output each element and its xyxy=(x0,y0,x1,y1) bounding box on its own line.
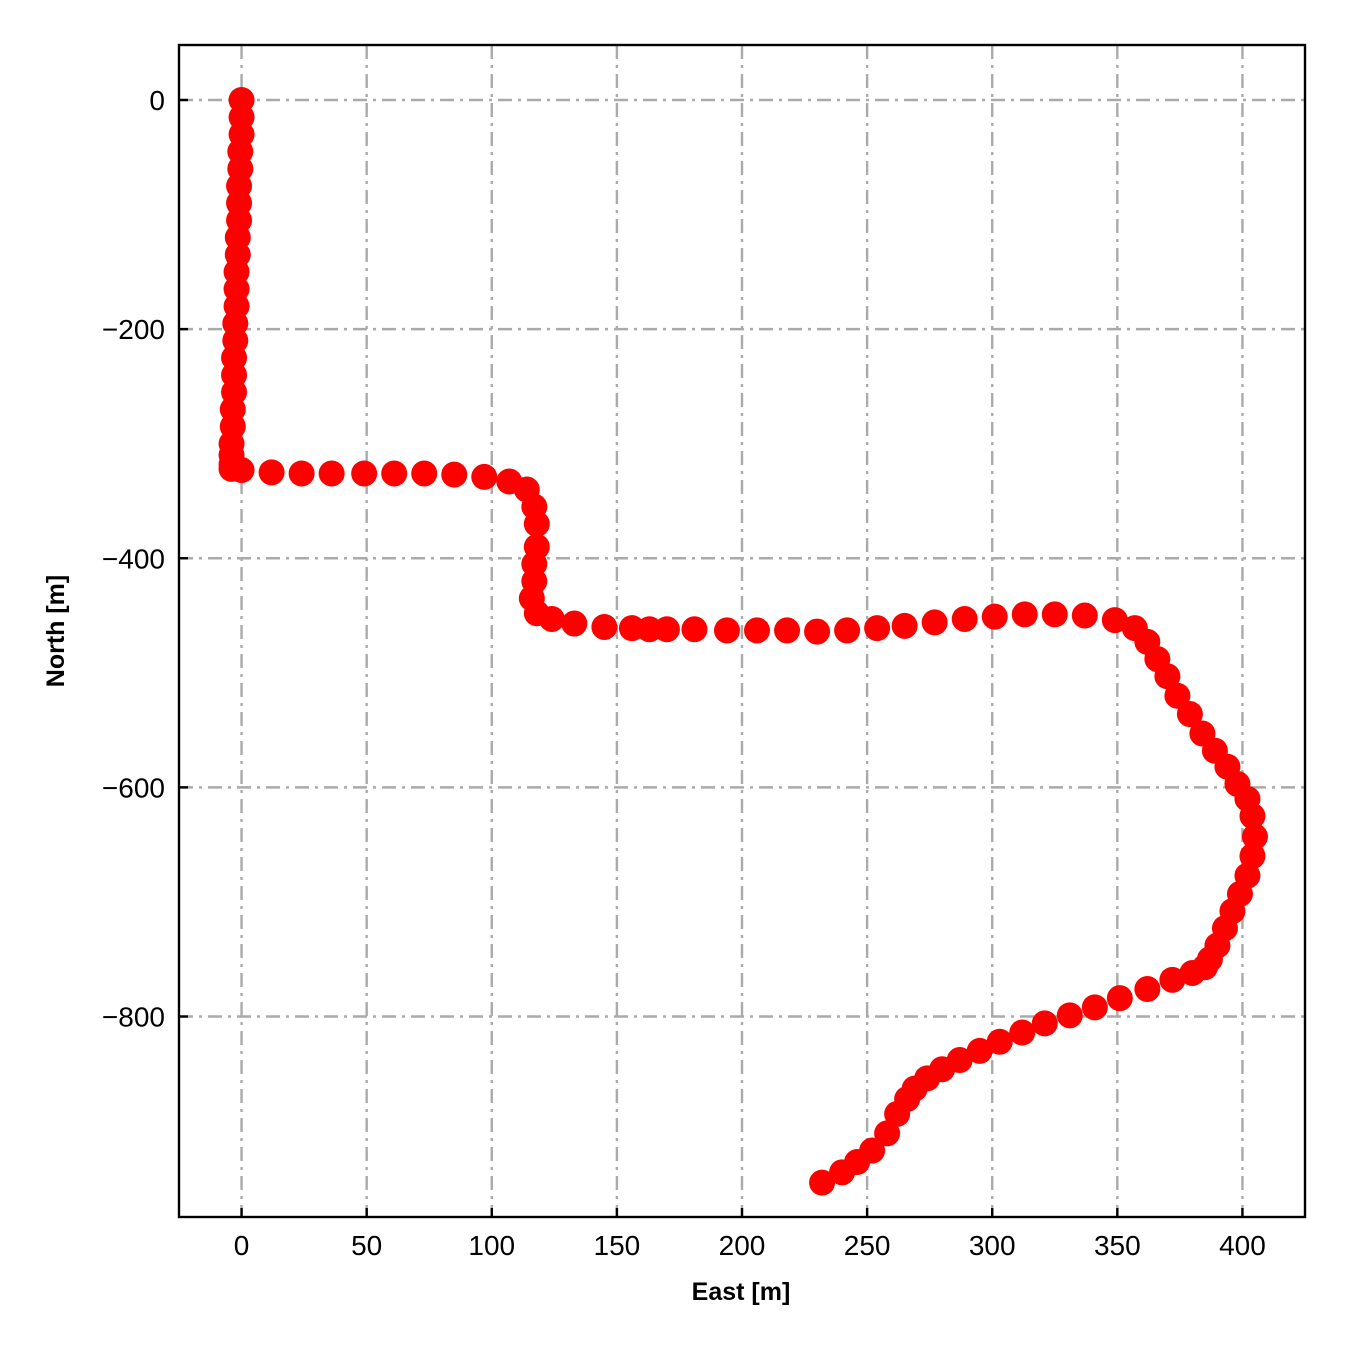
track-point xyxy=(591,613,618,640)
track-point xyxy=(986,1028,1013,1055)
y-tick-label: −200 xyxy=(102,314,165,345)
track-point xyxy=(258,459,285,486)
track-point xyxy=(561,610,588,637)
track-point xyxy=(1106,985,1133,1012)
axis-ticks xyxy=(179,98,1244,1217)
x-tick-label: 100 xyxy=(468,1230,515,1261)
track-point xyxy=(829,1159,856,1186)
x-tick-labels: 0 50 100 150 200 250 300 350 400 xyxy=(234,1230,1266,1261)
y-tick-label: 0 xyxy=(149,85,165,116)
x-axis-label: East [m] xyxy=(692,1278,791,1306)
track-point xyxy=(1081,994,1108,1021)
x-tick-label: 300 xyxy=(969,1230,1016,1261)
x-tick-label: 50 xyxy=(351,1230,382,1261)
y-tick-label: −400 xyxy=(102,543,165,574)
track-point xyxy=(966,1037,993,1064)
y-tick-label: −800 xyxy=(102,1002,165,1033)
y-tick-label: −600 xyxy=(102,772,165,803)
track-point xyxy=(1056,1002,1083,1029)
track-point xyxy=(804,618,831,645)
x-tick-label: 200 xyxy=(719,1230,766,1261)
track-point xyxy=(744,617,771,644)
track-point xyxy=(288,460,315,487)
track-point xyxy=(538,605,565,632)
track-point xyxy=(653,616,680,643)
x-tick-label: 250 xyxy=(844,1230,891,1261)
track-point xyxy=(1134,976,1161,1003)
track-point xyxy=(1179,959,1206,986)
y-axis-label: North [m] xyxy=(42,575,70,687)
track-point xyxy=(1239,803,1266,830)
x-tick-label: 400 xyxy=(1219,1230,1266,1261)
x-tick-label: 150 xyxy=(594,1230,641,1261)
track-point xyxy=(318,460,345,487)
track-point xyxy=(713,617,740,644)
track-point xyxy=(864,615,891,642)
track-point xyxy=(1239,843,1266,870)
track-point xyxy=(874,1120,901,1147)
x-tick-label: 0 xyxy=(234,1230,250,1261)
track-point xyxy=(228,457,255,484)
y-tick-labels: 0 −200 −400 −600 −800 xyxy=(102,85,165,1033)
track-point xyxy=(381,460,408,487)
track-point xyxy=(809,1169,836,1196)
track-point xyxy=(1009,1019,1036,1046)
track-point xyxy=(891,612,918,639)
track-point xyxy=(1164,682,1191,709)
track-point xyxy=(1154,663,1181,690)
track-point xyxy=(834,617,861,644)
track-point xyxy=(681,616,708,643)
track-point xyxy=(1176,701,1203,728)
track-point xyxy=(884,1100,911,1127)
track-point xyxy=(523,510,550,537)
track-point xyxy=(471,463,498,490)
track-point xyxy=(351,460,378,487)
track-point xyxy=(951,605,978,632)
track-point xyxy=(1071,602,1098,629)
track-point xyxy=(1031,1010,1058,1037)
track-point xyxy=(411,460,438,487)
track-point xyxy=(1011,601,1038,628)
track-point xyxy=(1041,601,1068,628)
track-point xyxy=(774,617,801,644)
track-point xyxy=(981,603,1008,630)
track-point xyxy=(1159,966,1186,993)
track-point xyxy=(1241,823,1268,850)
track-point xyxy=(921,609,948,636)
track-point xyxy=(1101,607,1128,634)
track-point xyxy=(441,461,468,488)
x-tick-label: 350 xyxy=(1094,1230,1141,1261)
track-points xyxy=(218,86,1268,1196)
